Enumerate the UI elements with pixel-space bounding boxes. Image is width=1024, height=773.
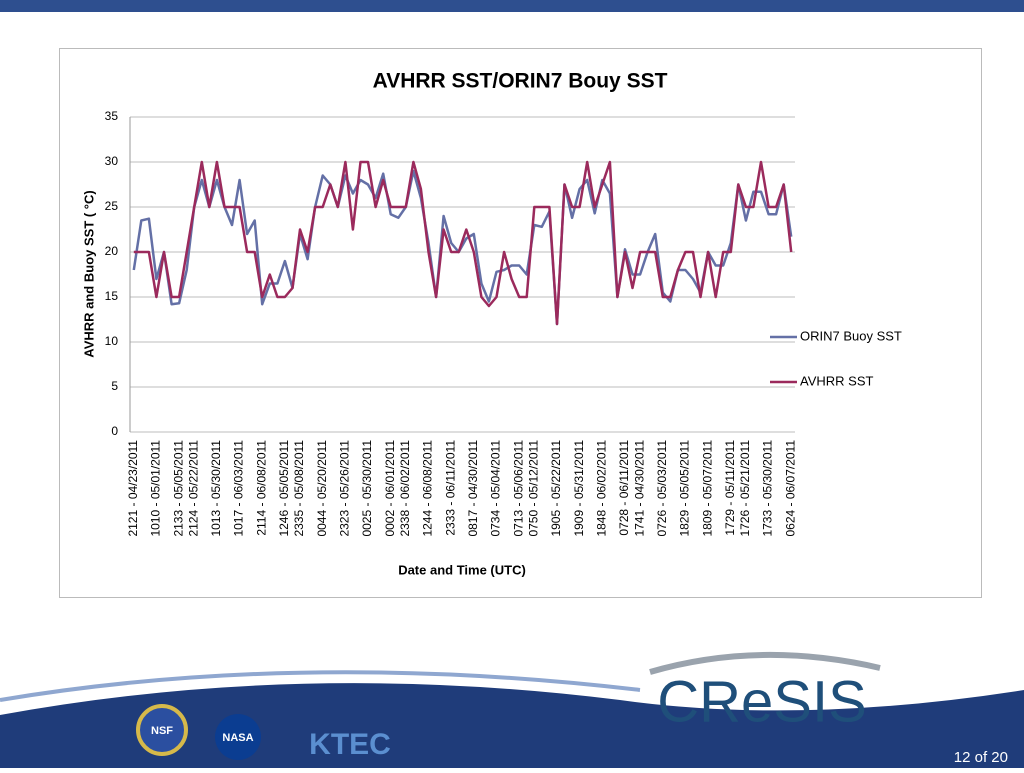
y-tick-label: 10 <box>105 334 119 348</box>
ktec-logo: KTEC <box>309 728 391 761</box>
x-tick-label: 0002 - 06/01/2011 <box>383 440 397 537</box>
footer-line <box>0 670 641 702</box>
x-tick-label: 1741 - 04/30/2011 <box>632 440 646 537</box>
x-tick-label: 1726 - 05/21/2011 <box>738 440 752 537</box>
nsf-text: NSF <box>151 725 173 737</box>
y-axis-title: AVHRR and Buoy SST ( °C) <box>81 190 96 357</box>
x-tick-label: 0817 - 04/30/2011 <box>466 440 480 537</box>
x-tick-label: 1809 - 05/07/2011 <box>700 440 714 537</box>
x-tick-label: 1905 - 05/22/2011 <box>549 440 563 537</box>
x-tick-label: 0713 - 05/06/2011 <box>511 440 525 537</box>
series-line <box>132 169 793 326</box>
series-line <box>133 160 793 326</box>
x-tick-label: 1909 - 05/31/2011 <box>572 440 586 537</box>
nasa-text: NASA <box>222 732 253 744</box>
chart-title: AVHRR SST/ORIN7 Bouy SST <box>373 70 668 93</box>
legend-label: ORIN7 Buoy SST <box>800 328 902 343</box>
x-tick-label: 1246 - 05/05/2011 <box>277 440 291 537</box>
x-tick-label: 0624 - 06/07/2011 <box>783 440 797 537</box>
x-tick-label: 1733 - 05/30/2011 <box>761 440 775 537</box>
x-tick-label: 1848 - 06/02/2011 <box>594 440 608 537</box>
chart-frame <box>59 48 982 598</box>
y-tick-label: 15 <box>105 289 119 303</box>
y-tick-label: 35 <box>105 109 119 123</box>
y-tick-label: 25 <box>105 199 119 213</box>
plot: 0 5 10 15 20 25 30 35 2121 - 04/23/2011 1010 - 05… <box>105 109 902 536</box>
x-tick-label: 2335 - 05/08/2011 <box>292 440 306 537</box>
x-tick-label: 0728 - 06/11/2011 <box>617 440 631 536</box>
x-tick-label: 0044 - 05/20/2011 <box>315 440 329 537</box>
x-tick-label: 2333 - 06/11/2011 <box>443 440 457 536</box>
x-tick-label: 2323 - 05/26/2011 <box>338 440 352 537</box>
y-tick-label: 0 <box>111 424 118 438</box>
x-tick-label: 1013 - 05/30/2011 <box>209 440 223 537</box>
legend-label: AVHRR SST <box>800 373 873 388</box>
nsf-logo <box>136 704 188 756</box>
x-tick-label: 1244 - 06/08/2011 <box>421 440 435 537</box>
top-band <box>0 0 1024 12</box>
x-tick-label: 1010 - 05/01/2011 <box>149 440 163 537</box>
x-tick-label: 0025 - 05/30/2011 <box>360 440 374 537</box>
y-tick-label: 30 <box>105 154 119 168</box>
nasa-logo <box>215 714 261 760</box>
x-tick-label: 2114 - 06/08/2011 <box>254 440 268 536</box>
page-number: 12 of 20 <box>954 749 1008 766</box>
x-tick-label: 2121 - 04/23/2011 <box>126 440 140 537</box>
x-tick-label: 0726 - 05/03/2011 <box>655 440 669 537</box>
x-tick-label: 1729 - 05/11/2011 <box>723 440 737 536</box>
x-tick-label: 0734 - 05/04/2011 <box>489 440 503 537</box>
cresis-arc <box>649 651 881 675</box>
x-tick-label: 0750 - 05/12/2011 <box>526 440 540 537</box>
x-tick-label: 2124 - 05/22/2011 <box>186 440 200 537</box>
x-tick-label: 2133 - 05/05/2011 <box>171 440 185 537</box>
y-tick-label: 20 <box>105 244 119 258</box>
y-tick-label: 5 <box>111 379 118 393</box>
x-tick-label: 1017 - 06/03/2011 <box>232 440 246 537</box>
x-tick-label: 2338 - 06/02/2011 <box>398 440 412 537</box>
cresis-logo: CReSIS <box>657 669 867 734</box>
x-tick-label: 1829 - 05/05/2011 <box>678 440 692 537</box>
x-axis-title: Date and Time (UTC) <box>398 562 526 577</box>
